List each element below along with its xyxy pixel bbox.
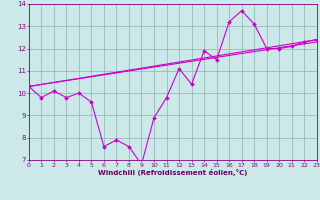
- X-axis label: Windchill (Refroidissement éolien,°C): Windchill (Refroidissement éolien,°C): [98, 169, 247, 176]
